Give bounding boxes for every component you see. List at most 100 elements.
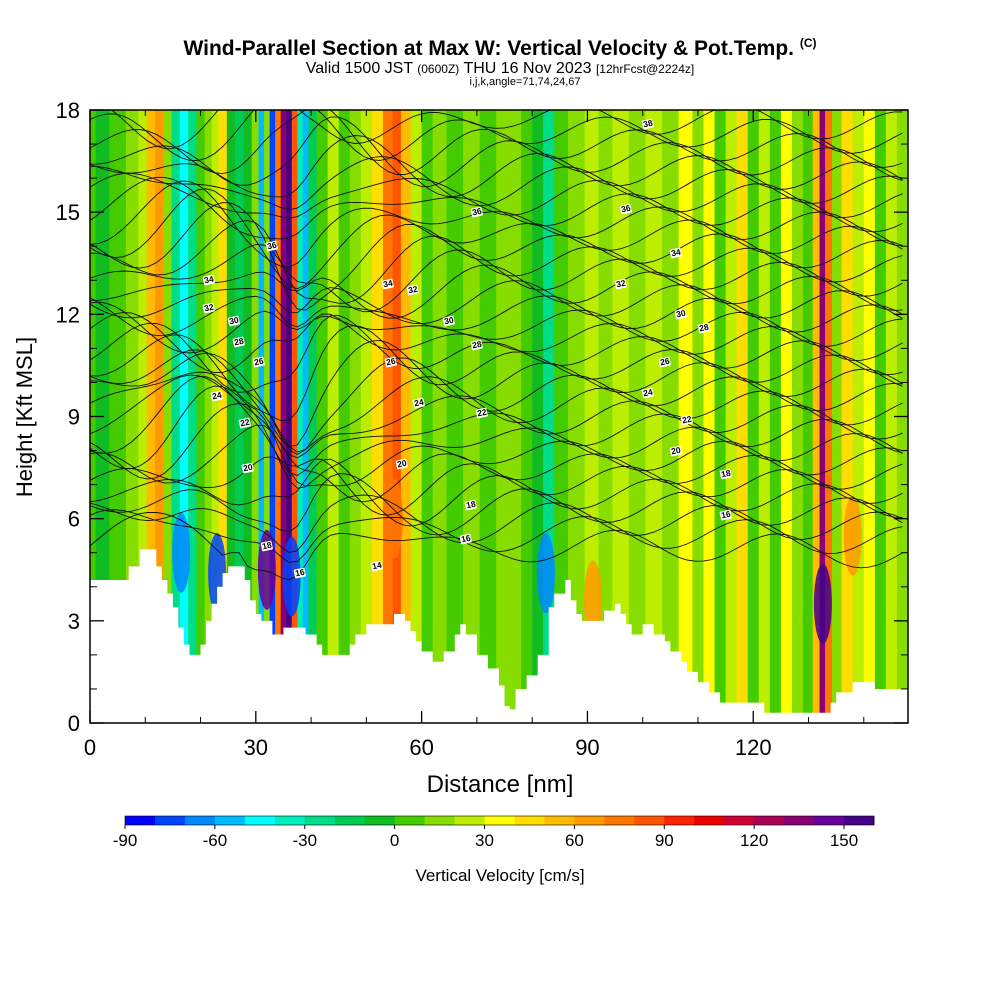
colorbar-swatch <box>484 816 515 825</box>
axes: 0 30 60 90 120 0 3 6 9 12 15 18 <box>56 98 908 760</box>
velocity-column <box>863 110 876 723</box>
velocity-column <box>327 110 340 723</box>
colorbar-swatch <box>604 816 635 825</box>
velocity-column <box>138 110 148 723</box>
velocity-column <box>410 110 423 723</box>
velocity-column <box>791 110 804 723</box>
chart-title: Wind-Parallel Section at Max W: Vertical… <box>0 36 1000 61</box>
isentrope-line <box>90 156 903 211</box>
velocity-column <box>171 110 181 723</box>
y-tick-label: 15 <box>56 200 80 225</box>
colorbar-swatch <box>304 816 336 825</box>
colorbar-tick-label: -30 <box>292 831 317 850</box>
colorbar: -90 -60 -30 0 30 60 90 120 150 <box>113 815 875 850</box>
velocity-column <box>852 110 865 723</box>
contour-label: 32 <box>614 277 628 290</box>
velocity-column <box>825 110 833 723</box>
isentrope-line <box>90 280 903 325</box>
velocity-column <box>612 110 630 723</box>
downdraft-cell <box>172 512 191 593</box>
velocity-column <box>163 110 173 723</box>
velocity-column <box>218 110 228 723</box>
isentrope-line <box>90 311 903 373</box>
colorbar-frame <box>124 815 875 826</box>
x-tick-label: 0 <box>84 735 96 760</box>
downdraft-cell <box>536 533 555 614</box>
colorbar-swatch <box>634 816 665 825</box>
isentrope-line <box>90 340 903 448</box>
velocity-column <box>532 110 544 723</box>
isentrope-line <box>90 456 903 516</box>
potential-temperature-contours <box>90 110 903 581</box>
velocity-column <box>196 110 206 723</box>
isentrope-line <box>90 301 903 354</box>
colorbar-swatch <box>424 816 455 825</box>
colorbar-swatch <box>184 816 216 825</box>
isentrope-line <box>90 512 903 581</box>
velocity-column <box>496 110 511 723</box>
valid-utc: (0600Z) <box>417 62 460 76</box>
colorbar-swatch <box>364 816 396 825</box>
isentrope-line <box>90 116 903 187</box>
updraft-cell <box>583 560 602 641</box>
velocity-column <box>226 110 236 723</box>
colorbar-swatch <box>154 816 186 825</box>
velocity-column <box>204 110 213 723</box>
isentrope-line <box>110 110 903 149</box>
velocity-column <box>392 110 402 723</box>
velocity-column <box>812 110 821 723</box>
colorbar-tick-label: 120 <box>740 831 768 850</box>
velocity-column <box>463 110 481 723</box>
velocity-column <box>316 110 329 723</box>
velocity-column <box>446 110 464 723</box>
isentrope-line <box>90 110 903 175</box>
velocity-column <box>780 110 793 723</box>
isentrope-line <box>90 188 903 290</box>
isentrope-line <box>90 424 903 503</box>
velocity-column <box>758 110 771 723</box>
colorbar-swatch <box>664 816 695 825</box>
velocity-column <box>841 110 854 723</box>
colorbar-swatch <box>814 816 845 825</box>
y-tick-label: 3 <box>68 609 80 634</box>
velocity-column <box>736 110 749 723</box>
colorbar-tick-label: 0 <box>390 831 399 850</box>
contour-label: 20 <box>669 444 683 457</box>
colorbar-swatch <box>724 816 755 825</box>
velocity-column <box>885 110 898 723</box>
velocity-column <box>747 110 760 723</box>
velocity-column <box>211 110 220 723</box>
isentrope-line <box>90 403 903 487</box>
colorbar-swatch <box>394 816 425 825</box>
colorbar-tick-label: 30 <box>475 831 494 850</box>
velocity-column <box>874 110 887 723</box>
velocity-column <box>371 110 384 723</box>
velocity-column <box>291 110 298 723</box>
velocity-column <box>769 110 782 723</box>
y-tick-label: 9 <box>68 405 80 430</box>
velocity-column <box>360 110 373 723</box>
isentrope-line <box>90 376 903 477</box>
section-params: i,j,k,angle=71,74,24,67 <box>469 76 581 88</box>
y-tick-label: 18 <box>56 98 80 123</box>
isentrope-line <box>90 371 903 453</box>
velocity-column <box>725 110 738 723</box>
velocity-column <box>703 110 716 723</box>
x-tick-label: 120 <box>735 735 772 760</box>
velocity-column <box>280 110 287 723</box>
isentrope-line <box>90 509 903 563</box>
velocity-column <box>421 110 434 723</box>
isentrope-line <box>90 295 903 337</box>
y-axis-label: Height [Kft MSL] <box>12 337 37 497</box>
colorbar-tick-label: -90 <box>113 831 138 850</box>
chart-title-main: Wind-Parallel Section at Max W: Vertical… <box>183 37 794 60</box>
velocity-column <box>188 110 197 723</box>
colorbar-swatch <box>844 816 875 825</box>
colorbar-swatch <box>125 816 156 825</box>
forecast-info: [12hrFcst@2224z] <box>595 62 695 76</box>
velocity-column <box>146 110 156 723</box>
updraft-cell <box>843 495 862 576</box>
velocity-column <box>275 110 282 723</box>
colorbar-label: Vertical Velocity [cm/s] <box>415 866 584 885</box>
